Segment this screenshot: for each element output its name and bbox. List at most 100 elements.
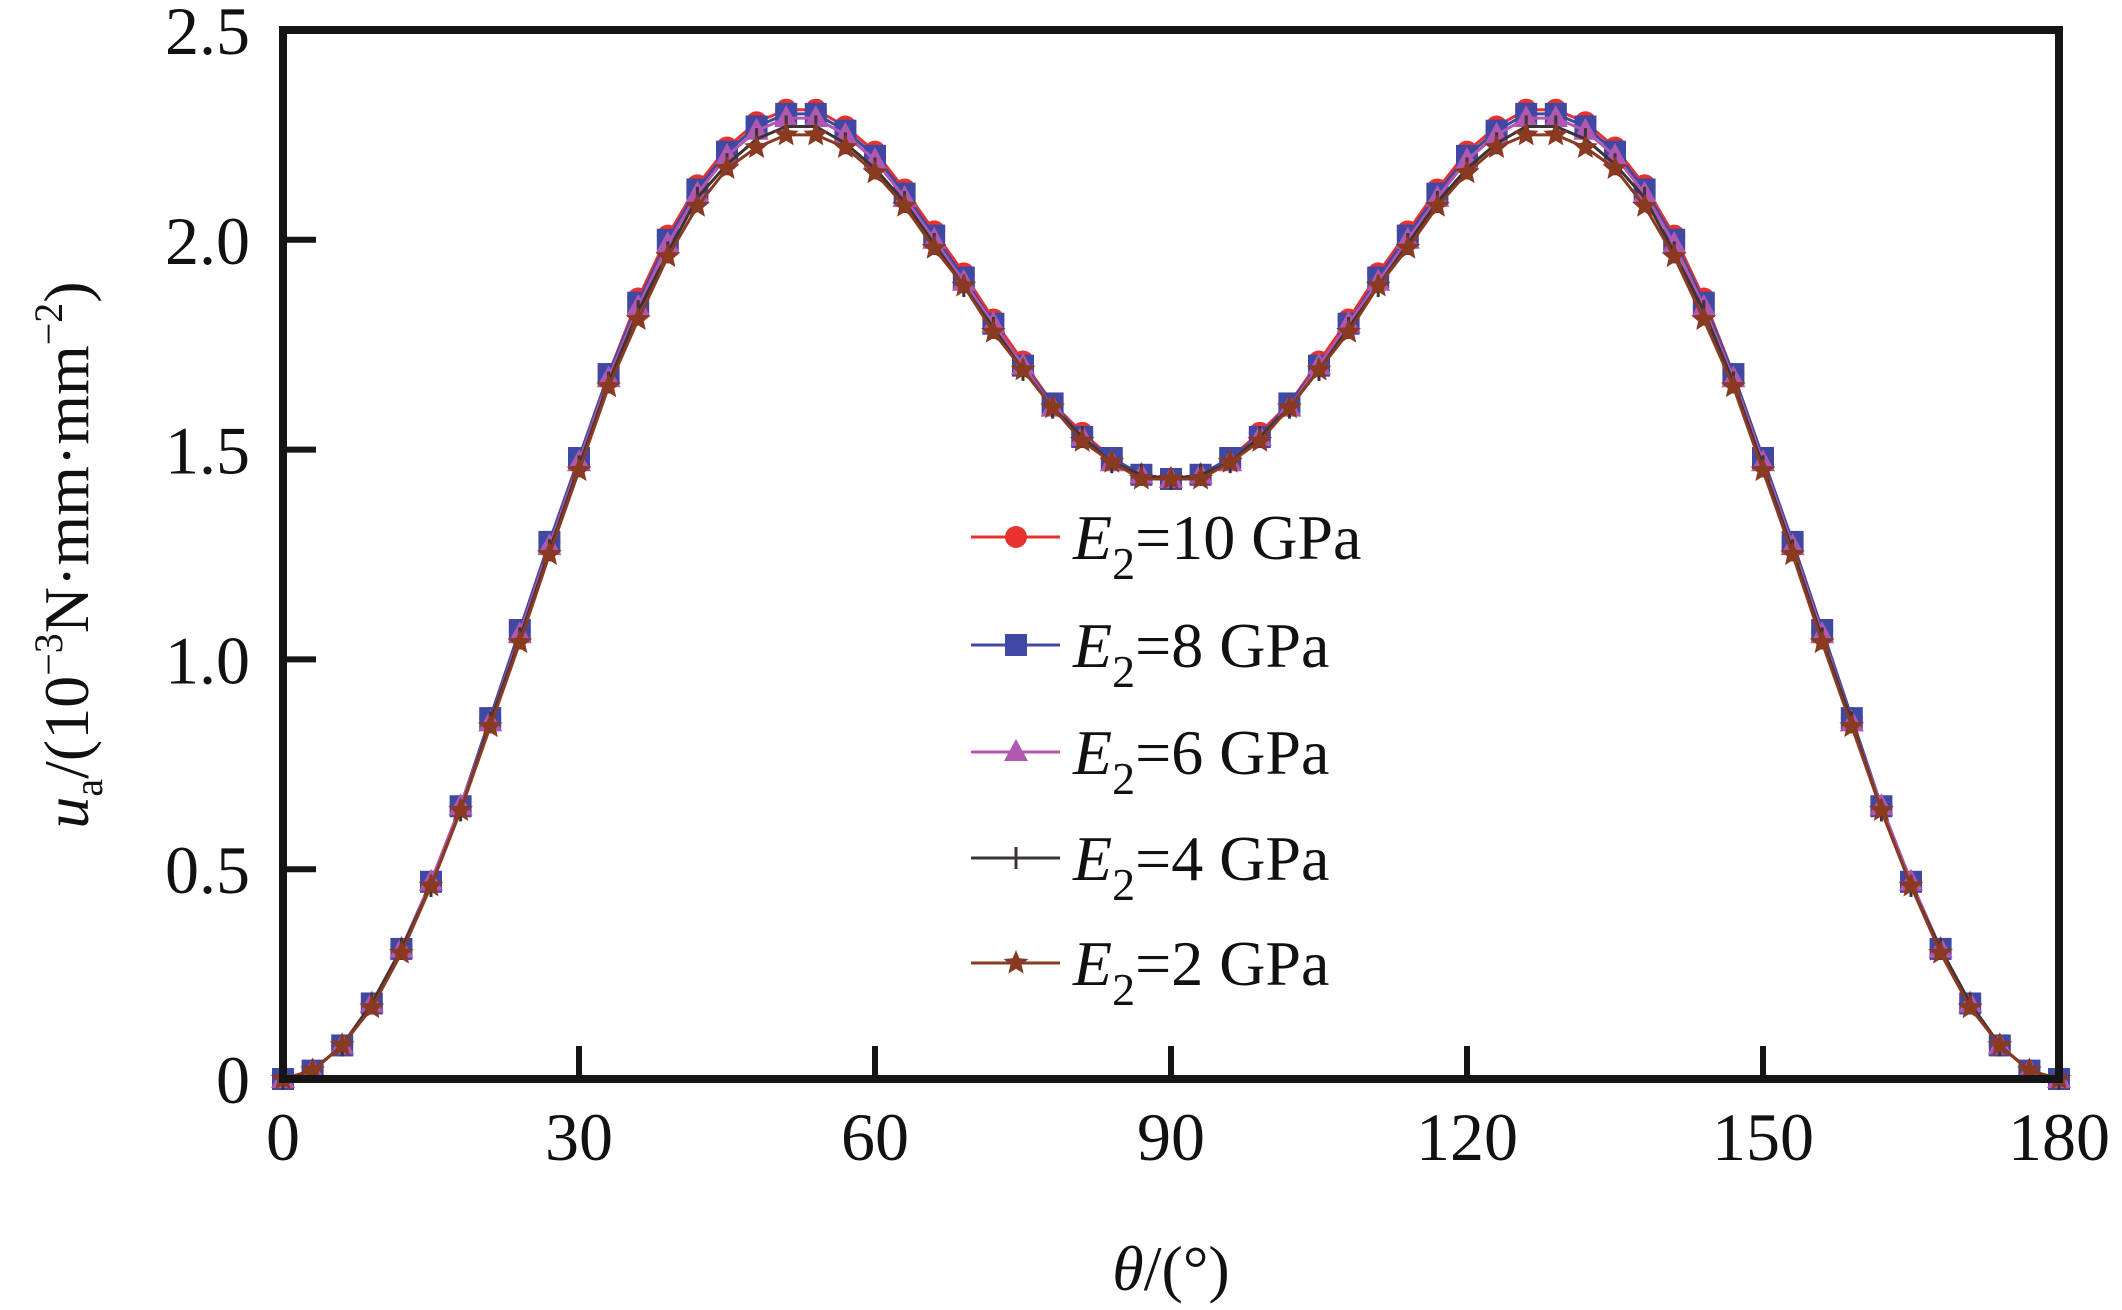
x-axis-symbol: θ	[1112, 1233, 1143, 1304]
data-point	[1306, 356, 1332, 381]
data-point	[329, 1032, 355, 1056]
data-point	[1365, 273, 1391, 297]
y-axis-unit-open: /(10	[31, 676, 102, 779]
y-axis-unit-close: )	[31, 281, 102, 302]
legend-marker	[1005, 526, 1027, 548]
data-point	[981, 319, 1006, 343]
data-point	[833, 134, 858, 158]
data-point	[418, 873, 444, 897]
data-point	[1099, 449, 1125, 473]
data-point	[921, 235, 947, 259]
y-axis-subscript: a	[66, 779, 111, 797]
y-tick-label: 1.5	[165, 413, 250, 489]
legend-item: E2=6 GPa	[971, 717, 1329, 804]
data-point	[1691, 306, 1717, 330]
y-tick-label: 0.5	[165, 832, 250, 908]
y-axis-unit-mid: N·mm·mm	[31, 345, 102, 633]
data-point	[625, 306, 651, 330]
legend-label: E2=2 GPa	[1072, 928, 1329, 1015]
data-point	[1040, 394, 1065, 419]
y-axis-exponent-1: −3	[26, 633, 71, 676]
data-point	[477, 713, 503, 738]
data-point	[596, 373, 621, 398]
ticks-layer: 0 30 60 90 120 150 180 0 0.5 1.0 1.5 2.0 2.5	[165, 0, 2110, 1175]
series-4	[270, 121, 2072, 1090]
x-tick-label: 60	[841, 1099, 909, 1175]
data-point	[1573, 134, 1598, 158]
series-layer	[270, 98, 2072, 1090]
data-point	[1898, 873, 1924, 897]
legend-label: E2=10 GPa	[1072, 502, 1361, 589]
data-point	[1217, 449, 1243, 473]
data-point	[537, 541, 562, 565]
data-point	[1957, 994, 1983, 1019]
data-point	[1602, 155, 1628, 179]
data-point	[773, 121, 799, 146]
legend-item: E2=2 GPa	[971, 928, 1329, 1015]
data-point	[1780, 541, 1805, 565]
x-tick-label: 150	[1712, 1099, 1814, 1175]
data-point	[1247, 428, 1273, 452]
data-point	[1454, 159, 1480, 184]
y-axis-symbol: u	[31, 797, 102, 829]
y-tick-label: 2.0	[165, 203, 250, 279]
data-point	[655, 243, 681, 268]
data-point	[1484, 134, 1509, 158]
data-point	[1425, 193, 1450, 217]
data-point	[359, 994, 385, 1019]
data-point	[1809, 629, 1835, 654]
x-tick-label: 30	[545, 1099, 613, 1175]
data-point	[1336, 319, 1361, 343]
legend-item: E2=4 GPa	[971, 823, 1329, 910]
y-tick-label: 0	[216, 1042, 250, 1118]
x-axis-unit: /(°)	[1144, 1233, 1230, 1304]
data-point	[1750, 457, 1776, 482]
legend: E2=10 GPa E2=8 GPa E2=6 GPa E2=4 GPa E2=2 GP…	[971, 502, 1361, 1015]
data-point	[1928, 940, 1953, 964]
legend-marker	[1004, 739, 1028, 761]
legend-label: E2=4 GPa	[1072, 823, 1329, 910]
data-point	[1188, 466, 1213, 490]
data-point	[1069, 428, 1095, 452]
data-point	[448, 797, 473, 821]
data-point	[1395, 235, 1421, 259]
data-point	[862, 159, 888, 184]
data-point	[1158, 466, 1184, 490]
y-axis-exponent-2: −2	[26, 303, 71, 346]
data-point	[951, 273, 977, 297]
data-point	[1632, 193, 1657, 217]
legend-label: E2=6 GPa	[1072, 717, 1329, 804]
data-point	[685, 193, 710, 217]
data-point	[1661, 243, 1687, 268]
data-point	[1839, 713, 1865, 738]
data-point	[714, 155, 740, 179]
data-point	[507, 629, 533, 654]
x-axis-title: θ/(°)	[1112, 1233, 1229, 1304]
data-point	[744, 134, 769, 158]
y-tick-label: 1.0	[165, 622, 250, 698]
legend-item: E2=10 GPa	[971, 502, 1361, 589]
data-point	[1543, 121, 1569, 146]
data-point	[1277, 394, 1302, 419]
x-tick-label: 90	[1137, 1099, 1205, 1175]
x-tick-label: 0	[266, 1099, 300, 1175]
data-point	[1987, 1032, 2013, 1056]
data-point	[803, 121, 829, 146]
data-point	[1721, 373, 1746, 398]
data-point	[389, 940, 414, 964]
x-tick-label: 120	[1416, 1099, 1518, 1175]
legend-item: E2=8 GPa	[971, 610, 1329, 697]
legend-marker	[1003, 950, 1029, 974]
data-point	[1869, 797, 1894, 821]
data-point	[1129, 466, 1154, 490]
y-axis-title: ua/(10−3N·mm·mm−2)	[26, 281, 111, 828]
legend-marker	[1005, 634, 1027, 656]
data-point	[1513, 121, 1539, 146]
data-point	[892, 193, 917, 217]
data-point	[1010, 356, 1036, 381]
legend-label: E2=8 GPa	[1072, 610, 1329, 697]
y-tick-label: 2.5	[165, 0, 250, 69]
x-tick-label: 180	[2008, 1099, 2110, 1175]
data-point	[566, 457, 592, 482]
